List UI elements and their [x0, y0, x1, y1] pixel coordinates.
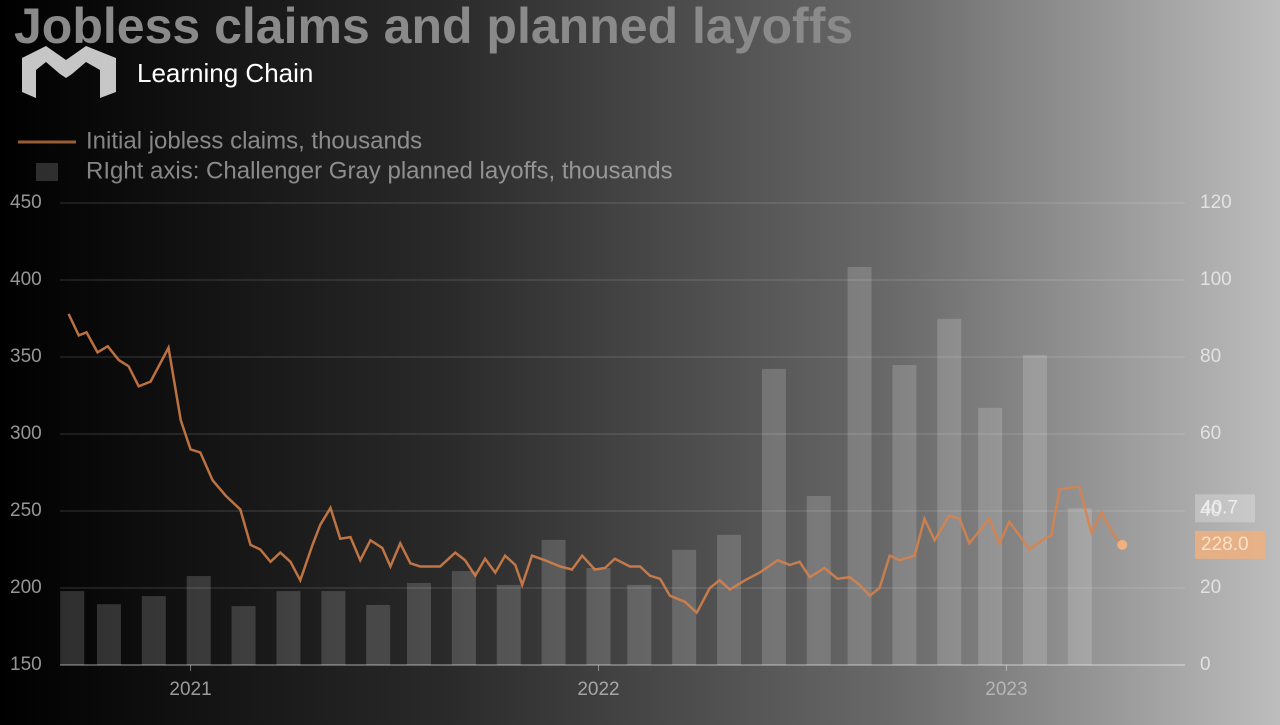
legend-label: RIght axis: Challenger Gray planned layo… [86, 157, 673, 184]
bar [186, 576, 211, 665]
y-tick-label: 200 [10, 577, 42, 598]
bar [1022, 355, 1047, 665]
y-tick-label: 450 [10, 192, 42, 213]
bar [717, 534, 742, 665]
x-tick-label: 2022 [577, 679, 619, 700]
legend-swatch [36, 163, 58, 181]
y2-tick-label: 120 [1200, 192, 1232, 213]
bar [496, 584, 521, 665]
chart-title: Jobless claims and planned layoffs [14, 0, 853, 54]
x-tick-label: 2021 [169, 679, 211, 700]
y-tick-label: 250 [10, 500, 42, 521]
bar [937, 318, 962, 665]
end-label-box [1195, 494, 1255, 523]
line [67, 313, 1124, 615]
watermark: Learning Chain [137, 58, 313, 88]
bar [406, 582, 431, 665]
bar [627, 584, 652, 665]
x-tick-label: 2023 [985, 679, 1027, 700]
bar [541, 539, 566, 665]
bar [451, 571, 476, 665]
bar [761, 368, 786, 665]
bar [806, 495, 831, 665]
y-tick-label: 300 [10, 423, 42, 444]
y2-tick-label: 20 [1200, 577, 1221, 598]
end-label-box [1195, 530, 1265, 559]
bar [321, 591, 346, 665]
end-label: 40.7 [1201, 497, 1238, 518]
bar [96, 604, 121, 665]
bar [978, 407, 1003, 665]
bar [231, 606, 256, 665]
y2-tick-label: 60 [1200, 423, 1221, 444]
y2-tick-label: 0 [1200, 654, 1211, 675]
bar [892, 365, 917, 665]
bar [366, 604, 391, 665]
y-tick-label: 150 [10, 654, 42, 675]
end-label: 228.0 [1201, 534, 1249, 555]
end-point [1117, 539, 1128, 550]
y2-tick-label: 100 [1200, 269, 1232, 290]
bar [847, 266, 872, 665]
y2-tick-label: 80 [1200, 346, 1221, 367]
bar [60, 591, 85, 665]
y2-tick-label: 40 [1200, 500, 1221, 521]
bar [141, 596, 166, 665]
bar [1067, 508, 1092, 665]
y-tick-label: 350 [10, 346, 42, 367]
y-tick-label: 400 [10, 269, 42, 290]
legend-label: Initial jobless claims, thousands [86, 127, 422, 154]
bar [276, 591, 301, 665]
logo [22, 46, 116, 98]
bar [586, 567, 611, 665]
